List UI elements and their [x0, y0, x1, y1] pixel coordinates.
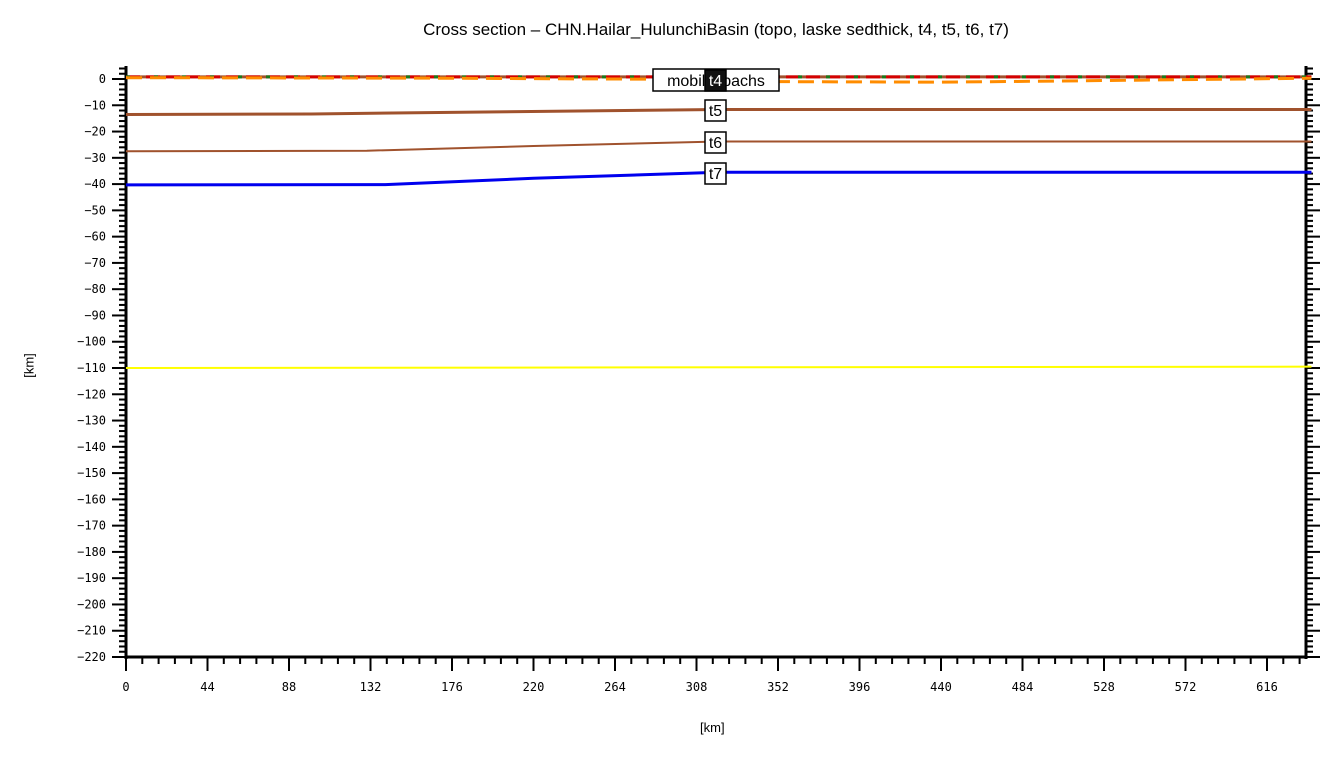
y-tick-label: −10: [84, 98, 106, 112]
line-label-t6: t6: [709, 135, 722, 152]
y-tick-label: −110: [77, 361, 106, 375]
x-axis-label: [km]: [700, 720, 725, 735]
x-tick-label: 0: [122, 680, 129, 694]
y-tick-label: −220: [77, 650, 106, 664]
chart-title: Cross section – CHN.Hailar_HulunchiBasin…: [423, 20, 1009, 39]
y-tick-label: −170: [77, 519, 106, 533]
x-tick-label: 44: [200, 680, 214, 694]
y-tick-label: −140: [77, 440, 106, 454]
x-tick-label: 616: [1256, 680, 1278, 694]
x-tick-label: 220: [523, 680, 545, 694]
y-tick-label: −160: [77, 492, 106, 506]
x-tick-label: 264: [604, 680, 626, 694]
y-tick-label: −30: [84, 151, 106, 165]
y-tick-label: −40: [84, 177, 106, 191]
line-label-t4: t4: [709, 73, 722, 90]
line-label-t5: t5: [709, 103, 722, 120]
x-tick-label: 176: [441, 680, 463, 694]
series-line-t7: [125, 170, 1312, 187]
y-tick-label: 0: [99, 72, 106, 86]
line-labels: mobilitäpachst4t5t6t7: [652, 68, 780, 185]
y-tick-label: −100: [77, 335, 106, 349]
line-label-box-t7: [704, 162, 727, 185]
x-tick-label: 484: [1012, 680, 1034, 694]
y-tick-label: −150: [77, 466, 106, 480]
x-tick-label: 352: [767, 680, 789, 694]
line-label-box-t4: [704, 69, 727, 92]
line-label-box-t5: [704, 99, 727, 122]
x-tick-label: 88: [282, 680, 296, 694]
y-tick-label: −120: [77, 387, 106, 401]
x-tick-label: 528: [1093, 680, 1115, 694]
y-tick-label: −130: [77, 414, 106, 428]
line-label-box-t6: [704, 131, 727, 154]
x-tick-label: 572: [1175, 680, 1197, 694]
series-lines: [125, 75, 1312, 369]
y-tick-label: −90: [84, 308, 106, 322]
x-tick-label: 132: [360, 680, 382, 694]
series-line-t6: [125, 140, 1312, 153]
y-tick-label: −210: [77, 624, 106, 638]
series-line-lithosphere-base: [125, 365, 1312, 369]
x-tick-label: 308: [686, 680, 708, 694]
axes: 0 −10 −20 −30 −40 −50 −60 −70 −80 −90 −100 −110 −120…: [77, 66, 1320, 694]
y-tick-label: −200: [77, 597, 106, 611]
series-line-t5: [125, 107, 1312, 116]
y-tick-label: −80: [84, 282, 106, 296]
x-tick-label: 440: [930, 680, 952, 694]
y-tick-label: −190: [77, 571, 106, 585]
x-tick-label: 396: [849, 680, 871, 694]
line-label-t7: t7: [709, 166, 722, 183]
y-tick-label: −20: [84, 125, 106, 139]
y-tick-label: −70: [84, 256, 106, 270]
y-tick-label: −180: [77, 545, 106, 559]
y-tick-label: −50: [84, 203, 106, 217]
y-tick-label: −60: [84, 230, 106, 244]
